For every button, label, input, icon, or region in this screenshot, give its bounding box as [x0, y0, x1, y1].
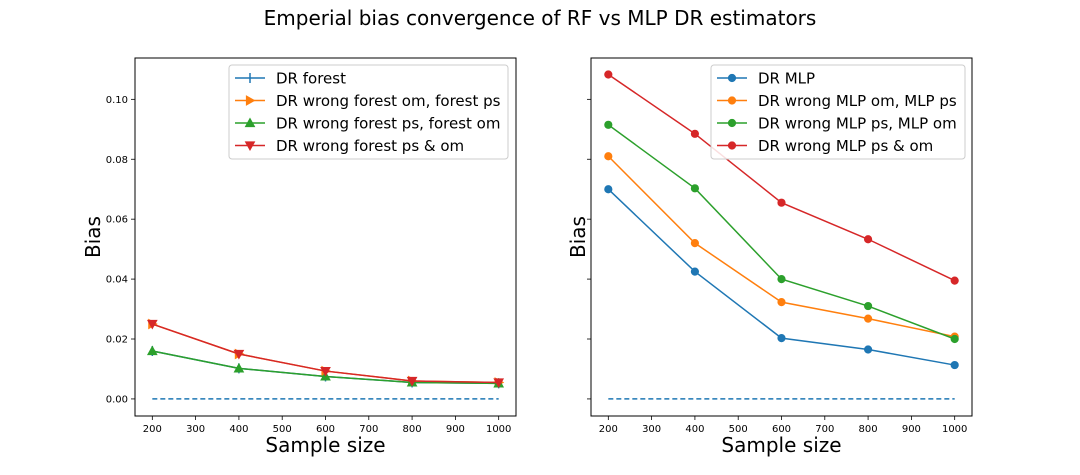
data-point: [320, 366, 331, 377]
data-point: [604, 152, 613, 161]
data-point: [604, 120, 613, 129]
series-line: [607, 155, 955, 338]
data-point: [690, 184, 700, 193]
legend-label: DR wrong forest om, forest ps: [276, 92, 501, 110]
legend-marker: [727, 96, 737, 105]
chart-panel-1: 200 300 400 500 600 700 800 900 1000 0.00 0.02 0.04…: [81, 57, 517, 457]
series-1: [604, 185, 959, 370]
x-tick-label: 800: [403, 424, 422, 435]
y-tick-label: 0.02: [106, 335, 128, 346]
legend-label: DR wrong MLP ps & om: [758, 137, 933, 155]
x-tick-label: 200: [143, 424, 162, 435]
data-point: [950, 276, 959, 285]
y-tick-label: 0.06: [106, 215, 128, 226]
data-point: [690, 267, 700, 276]
series-4: [604, 70, 959, 285]
legend-label: DR wrong MLP om, MLP ps: [758, 92, 957, 110]
x-tick-label: 500: [729, 424, 748, 435]
data-point: [863, 235, 873, 244]
y-axis-label: Bias: [81, 216, 105, 258]
series-3: [604, 120, 959, 344]
legend-marker: [244, 141, 256, 152]
data-point: [146, 319, 158, 330]
legend-label: DR wrong MLP ps, MLP om: [758, 115, 957, 133]
y-tick-label: 0.08: [106, 155, 128, 166]
legend-label: DR MLP: [758, 70, 815, 88]
legend-marker: [244, 117, 256, 128]
x-tick-label: 900: [446, 424, 465, 435]
x-tick-label: 1000: [942, 424, 967, 435]
chart-panels: 200 300 400 500 600 700 800 900 1000 0.00 0.02 0.04…: [81, 57, 973, 457]
legend-marker: [245, 95, 256, 106]
data-point: [777, 198, 786, 207]
x-tick-label: 1000: [486, 424, 511, 435]
y-tick-label: 0.10: [106, 95, 128, 106]
legend-label: DR wrong forest ps & om: [276, 137, 464, 155]
data-point: [777, 298, 786, 307]
data-point: [690, 129, 700, 138]
legend: DR forest DR wrong forest om, forest ps DR…: [228, 64, 509, 160]
x-tick-label: 300: [186, 424, 205, 435]
data-point: [950, 334, 959, 344]
legend-box: [228, 64, 509, 160]
legend: DR MLP DR wrong MLP om, MLP ps DR wrong ML…: [710, 64, 966, 160]
series-4: [146, 319, 505, 388]
x-tick-label: 600: [772, 424, 791, 435]
x-tick-label: 400: [685, 424, 704, 435]
data-point: [604, 185, 613, 194]
x-tick-label: 500: [273, 424, 292, 435]
data-point: [863, 301, 873, 311]
figure-title: Emperial bias convergence of RF vs MLP D…: [264, 6, 817, 30]
legend-marker: [727, 73, 737, 83]
series-2: [604, 152, 959, 341]
x-tick-label: 700: [815, 424, 834, 435]
data-point: [233, 349, 245, 360]
data-point: [863, 314, 873, 323]
x-tick-label: 400: [229, 424, 248, 435]
data-point: [493, 378, 505, 388]
data-point: [690, 239, 700, 248]
legend-box: [710, 64, 966, 160]
x-axis-label: Sample size: [265, 433, 385, 457]
x-tick-label: 700: [359, 424, 378, 435]
legend-marker: [727, 141, 737, 150]
data-point: [777, 274, 786, 284]
x-tick-label: 300: [642, 424, 661, 435]
data-point: [406, 376, 418, 387]
data-point: [146, 345, 158, 356]
data-point: [604, 70, 613, 79]
x-tick-label: 900: [902, 424, 921, 435]
x-tick-label: 800: [859, 424, 878, 435]
legend-label: DR wrong forest ps, forest om: [276, 115, 500, 133]
data-point: [777, 334, 786, 343]
chart-panel-2: 200 300 400 500 600 700 800 900 1000 Sample size B…: [566, 57, 973, 457]
data-point: [950, 360, 959, 370]
y-tick-label: 0.00: [106, 394, 128, 405]
legend-marker: [727, 118, 737, 128]
x-axis-label: Sample size: [721, 433, 841, 457]
legend-label: DR forest: [276, 70, 346, 88]
x-tick-label: 600: [316, 424, 335, 435]
data-point: [233, 362, 245, 373]
y-tick-label: 0.04: [106, 275, 128, 286]
x-tick-label: 200: [599, 424, 618, 435]
data-point: [863, 345, 873, 354]
y-axis-label: Bias: [566, 216, 590, 258]
